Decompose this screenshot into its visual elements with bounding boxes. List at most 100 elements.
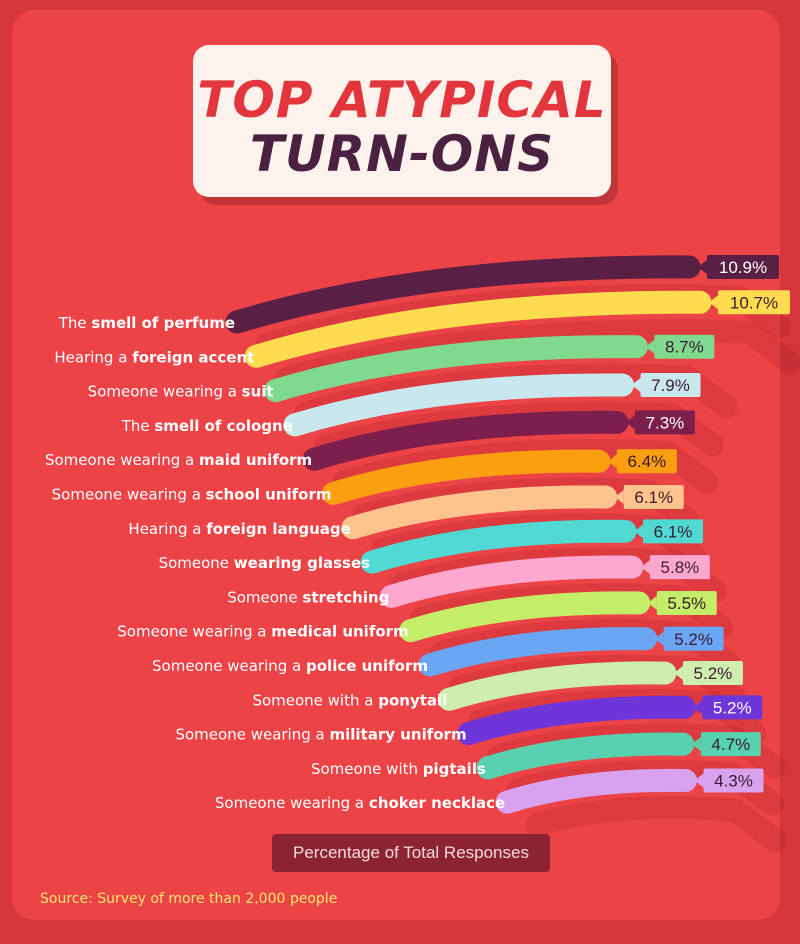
value-tag: 5.8% xyxy=(640,555,710,580)
category-label: Someone wearing a school uniform xyxy=(52,486,332,504)
bar xyxy=(264,335,648,403)
value-label: 7.3% xyxy=(646,413,685,432)
value-tag: 6.1% xyxy=(614,485,684,510)
source-note: Source: Survey of more than 2,000 people xyxy=(40,891,338,907)
category-label: Someone wearing glasses xyxy=(159,554,371,572)
bar xyxy=(341,485,618,540)
tag-box xyxy=(616,449,677,474)
value-tag: 4.3% xyxy=(694,768,764,793)
category-label-emphasis: choker necklace xyxy=(369,794,505,812)
tag-box xyxy=(649,555,710,580)
tag-pointer xyxy=(625,415,635,430)
tag-box xyxy=(703,768,764,793)
tag-box xyxy=(643,519,704,544)
category-label: The smell of perfume xyxy=(58,314,235,332)
value-label: 4.7% xyxy=(711,735,750,754)
value-label: 6.4% xyxy=(628,452,667,471)
tag-pointer xyxy=(673,666,683,681)
bars xyxy=(225,255,712,814)
tag-box xyxy=(682,661,743,686)
tag-pointer xyxy=(693,700,703,715)
category-label-prefix: The xyxy=(121,417,155,435)
category-label: Someone wearing a military uniform xyxy=(175,726,466,744)
category-label: Someone wearing a suit xyxy=(88,383,274,401)
tag-pointer xyxy=(607,454,617,469)
value-tag: 6.1% xyxy=(634,519,704,544)
value-tag: 7.3% xyxy=(625,410,695,435)
value-label: 6.1% xyxy=(634,488,673,507)
value-tag: 5.5% xyxy=(647,590,717,615)
category-label: Someone wearing a choker necklace xyxy=(215,794,505,812)
value-tag: 6.4% xyxy=(607,449,677,474)
value-tag: 10.7% xyxy=(709,290,791,315)
tag-pointer xyxy=(694,773,704,788)
category-label-emphasis: pigtails xyxy=(423,760,486,778)
bar xyxy=(244,290,712,368)
category-label-emphasis: wearing glasses xyxy=(234,554,370,572)
category-label-prefix: Someone wearing a xyxy=(88,383,242,401)
value-tag: 5.2% xyxy=(654,626,724,651)
tag-box xyxy=(640,373,701,398)
value-label: 5.8% xyxy=(661,558,700,577)
bar-shadow xyxy=(525,796,788,853)
value-label: 10.9% xyxy=(719,258,767,277)
value-label: 5.2% xyxy=(713,698,752,717)
title-card: TOP ATYPICAL TURN-ONS xyxy=(193,45,611,197)
bar xyxy=(476,732,695,780)
tag-box xyxy=(718,290,791,315)
category-label-emphasis: school uniform xyxy=(206,486,332,504)
value-label: 4.3% xyxy=(714,772,753,791)
tag-pointer xyxy=(640,560,650,575)
category-label-prefix: Someone wearing a xyxy=(215,794,369,812)
title-line-1: TOP ATYPICAL xyxy=(197,71,607,129)
tag-box xyxy=(656,590,717,615)
tag-pointer xyxy=(631,378,641,393)
bar xyxy=(379,555,644,608)
tag-box xyxy=(634,410,695,435)
value-tag: 5.2% xyxy=(673,661,743,686)
category-label: Hearing a foreign accent xyxy=(54,348,254,366)
category-labels: The smell of perfume Hearing a foreign ac… xyxy=(45,314,505,812)
tag-pointer xyxy=(698,260,707,274)
title-line-2: TURN-ONS xyxy=(249,125,555,183)
category-label-prefix: Someone with xyxy=(311,760,423,778)
bar xyxy=(399,591,651,643)
category-label: Someone wearing a medical uniform xyxy=(117,623,408,641)
category-label-emphasis: ponytail xyxy=(378,691,447,709)
value-label: 7.9% xyxy=(651,376,690,395)
bar xyxy=(283,373,634,437)
bar xyxy=(225,255,701,334)
value-tag: 4.7% xyxy=(691,732,761,757)
category-label-prefix: Someone xyxy=(159,554,234,572)
value-label: 5.2% xyxy=(674,630,713,649)
category-label: Someone wearing a maid uniform xyxy=(45,451,312,469)
tag-box xyxy=(663,626,724,651)
category-label: Hearing a foreign language xyxy=(128,520,350,538)
bar xyxy=(322,449,611,505)
bar xyxy=(495,768,698,814)
value-label: 10.7% xyxy=(730,293,778,312)
category-label-emphasis: military uniform xyxy=(329,726,466,744)
category-label: Someone stretching xyxy=(227,588,389,606)
value-tag: 5.2% xyxy=(693,695,763,720)
tag-box xyxy=(707,255,779,279)
category-label-prefix: Hearing a xyxy=(54,348,132,366)
tag-pointer xyxy=(645,339,655,354)
value-tag: 7.9% xyxy=(631,373,701,398)
category-label-prefix: Someone wearing a xyxy=(152,657,306,675)
tag-pointer xyxy=(709,295,719,310)
category-label-emphasis: medical uniform xyxy=(271,623,408,641)
category-label: The smell of cologne xyxy=(121,417,293,435)
bar xyxy=(360,519,637,574)
category-label-prefix: Someone wearing a xyxy=(175,726,329,744)
category-label-emphasis: police uniform xyxy=(306,657,428,675)
tag-pointer xyxy=(654,631,664,646)
tag-box xyxy=(623,485,684,510)
value-tag: 10.9% xyxy=(698,255,779,279)
category-label: Someone wearing a police uniform xyxy=(152,657,428,675)
category-label: Someone with pigtails xyxy=(311,760,486,778)
tag-box xyxy=(702,695,763,720)
bar xyxy=(457,695,696,746)
tag-pointer xyxy=(647,595,657,610)
